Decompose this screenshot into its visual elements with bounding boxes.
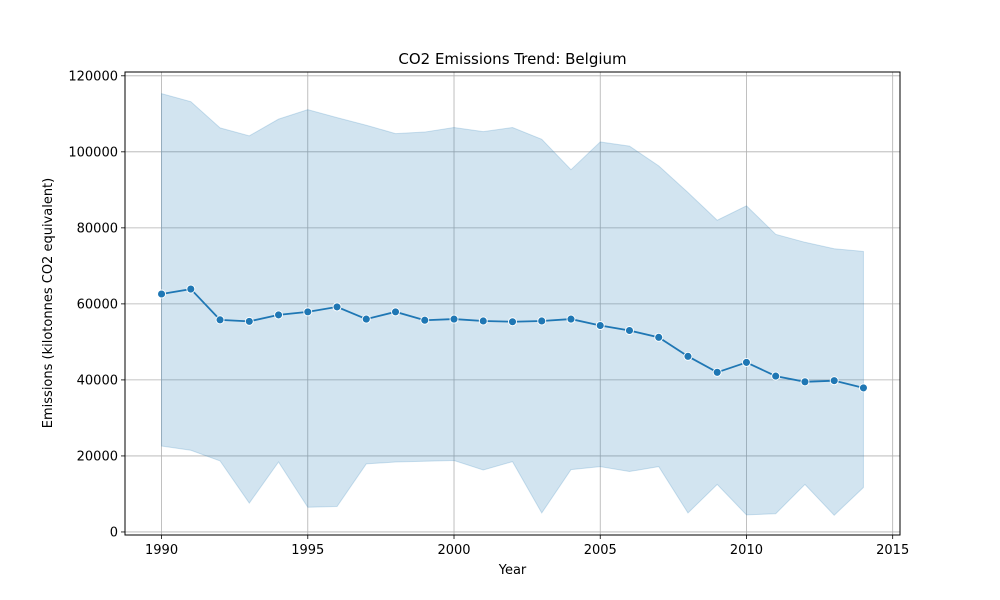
- data-point: [566, 314, 576, 324]
- data-point: [244, 316, 254, 326]
- data-point: [449, 314, 459, 324]
- data-point: [508, 317, 517, 327]
- data-point: [858, 383, 868, 393]
- chart-title: CO2 Emissions Trend: Belgium: [398, 50, 626, 68]
- confidence-band-layer: [161, 93, 864, 516]
- confidence-band: [161, 93, 864, 516]
- y-tick-label: 120000: [68, 69, 118, 84]
- data-point: [332, 302, 342, 312]
- data-point: [654, 332, 664, 342]
- x-tick-label: 1990: [145, 543, 178, 558]
- data-point: [391, 307, 400, 317]
- data-point: [420, 315, 430, 325]
- y-tick-label: 40000: [77, 373, 118, 388]
- data-point: [361, 314, 371, 324]
- data-point: [274, 310, 283, 320]
- x-axis-label: Year: [498, 563, 527, 578]
- x-tick-label: 2000: [437, 543, 470, 558]
- y-axis-label: Emissions (kilotonnes CO2 equivalent): [41, 178, 56, 428]
- data-point: [683, 351, 693, 361]
- x-axis-ticks: 1990 1995 2000 2005 2010 2015: [145, 535, 909, 558]
- data-markers: [157, 284, 868, 393]
- data-point: [829, 376, 839, 386]
- data-point: [595, 321, 605, 330]
- y-tick-label: 60000: [77, 297, 118, 312]
- y-tick-label: 20000: [77, 449, 118, 464]
- data-point: [478, 316, 488, 326]
- x-tick-label: 2005: [584, 543, 617, 558]
- data-point: [742, 357, 751, 367]
- data-point: [215, 315, 225, 325]
- data-point: [712, 367, 722, 377]
- data-point: [186, 284, 196, 294]
- x-tick-label: 2015: [876, 543, 909, 558]
- data-point: [625, 326, 634, 335]
- data-point: [771, 371, 781, 381]
- y-tick-label: 0: [110, 525, 118, 540]
- x-tick-label: 2010: [730, 543, 763, 558]
- data-point: [157, 289, 167, 299]
- grid: [125, 72, 900, 535]
- data-point: [537, 316, 547, 326]
- x-tick-label: 1995: [291, 543, 324, 558]
- y-axis-ticks: 0 20000 40000 60000 80000 100000 120000: [68, 69, 125, 540]
- data-point: [800, 377, 810, 387]
- y-tick-label: 80000: [77, 221, 118, 236]
- y-tick-label: 100000: [68, 145, 118, 160]
- data-point: [303, 307, 313, 317]
